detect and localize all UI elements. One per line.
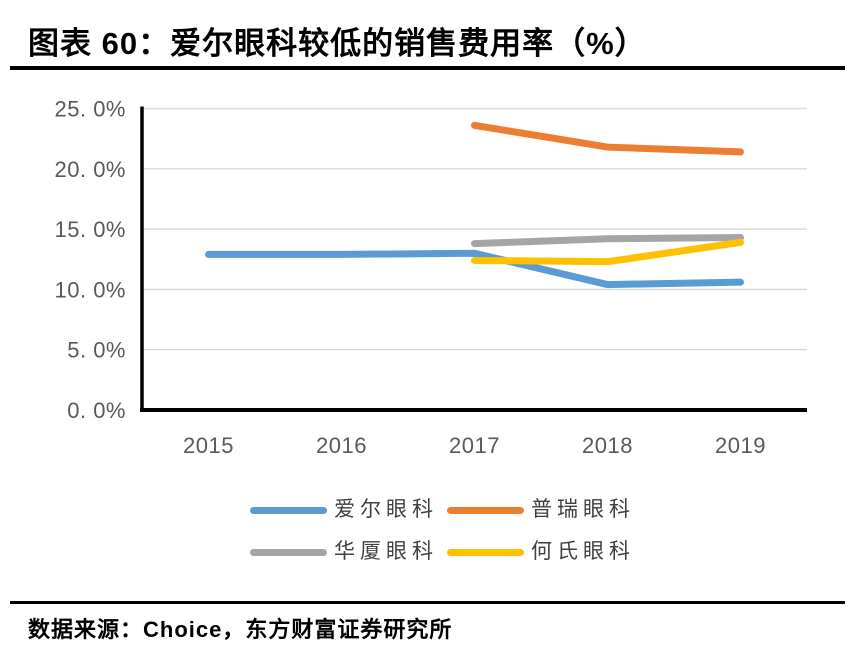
legend-label-puri: 普瑞眼科 (531, 498, 635, 521)
y-tick-label: 10. 0% (55, 277, 127, 302)
x-tick-label: 2018 (582, 433, 633, 458)
legend-swatch-aier (250, 506, 327, 514)
y-tick-label: 15. 0% (55, 217, 127, 242)
source-rule (10, 601, 845, 604)
x-tick-label: 2019 (715, 433, 766, 458)
line-chart: 0. 0% 5. 0% 10. 0% 15. 0% 20. 0% 25. 0% 2015 20… (55, 97, 807, 458)
legend-item-puri: 普瑞眼科 (447, 499, 635, 521)
legend-label-heshi: 何氏眼科 (531, 540, 635, 563)
chart-title: 图表 60：爱尔眼科较低的销售费用率（%） (28, 26, 647, 61)
legend-item-huaxia: 华厦眼科 (250, 541, 447, 563)
legend-item-heshi: 何氏眼科 (447, 541, 635, 563)
series-line-puri (471, 121, 744, 156)
series-line-heshi (471, 238, 744, 266)
y-tick-label: 5. 0% (67, 338, 126, 363)
y-tick-label: 25. 0% (55, 97, 127, 122)
series-line-aier (205, 249, 744, 289)
x-tick-label: 2015 (183, 433, 234, 458)
legend-swatch-heshi (447, 548, 524, 556)
legend-item-aier: 爱尔眼科 (250, 499, 447, 521)
x-tick-label: 2017 (449, 433, 500, 458)
x-tick-label: 2016 (316, 433, 367, 458)
source-text: 数据来源：Choice，东方财富证券研究所 (28, 617, 453, 642)
legend-label-aier: 爱尔眼科 (334, 498, 438, 521)
legend-swatch-puri (447, 506, 524, 514)
title-rule (10, 66, 845, 70)
y-tick-label: 0. 0% (67, 398, 126, 423)
y-tick-label: 20. 0% (55, 157, 127, 182)
series-line-huaxia (471, 234, 744, 248)
legend-swatch-huaxia (250, 548, 327, 556)
legend-label-huaxia: 华厦眼科 (334, 540, 438, 563)
chart-legend: 爱尔眼科 普瑞眼科 华厦眼科 何氏眼科 (250, 499, 635, 563)
